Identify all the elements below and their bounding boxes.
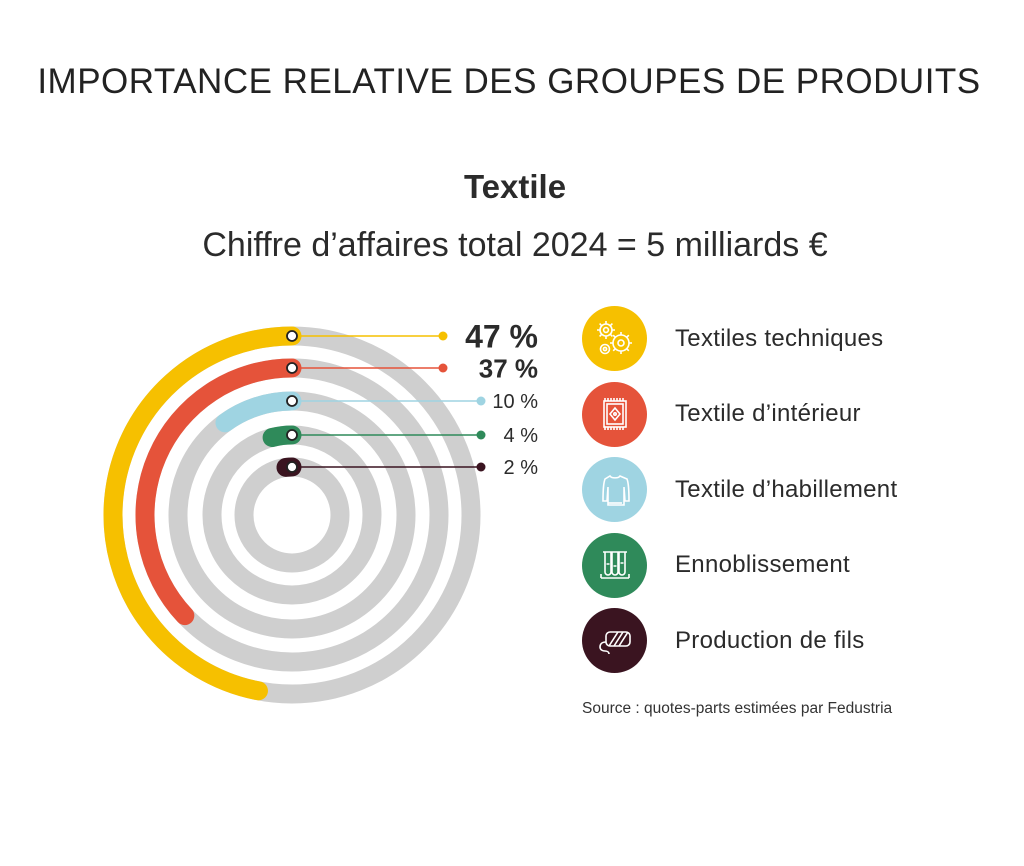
value-arc [135,358,302,626]
legend-label: Textiles techniques [675,324,884,352]
yarn-spool-icon [582,608,647,673]
value-label: 2 % [504,457,539,479]
leader-dot [476,430,486,440]
value-label: 10 % [492,391,538,413]
legend-item-textile-interieur: Textile d’intérieur [582,381,1002,447]
value-label: 37 % [479,353,538,383]
source-note: Source : quotes-parts estimées par Fedus… [582,700,893,717]
leader-dot [476,462,486,472]
arc-start-marker [286,461,298,473]
gears-icon [582,306,647,371]
legend-label: Textile d’intérieur [675,400,861,427]
arc-start-marker [286,395,298,407]
carpet-icon [582,381,647,447]
legend: Textiles techniques Textile d’intérieur … [582,306,1002,684]
legend-label: Ennoblissement [675,551,850,578]
legend-item-textile-habillement: Textile d’habillement [582,457,1002,522]
leader-dot [476,396,486,406]
legend-item-ennoblissement: Ennoblissement [582,532,1002,598]
legend-label: Textile d’habillement [675,475,898,503]
leader-dot [438,331,448,341]
arc-start-marker [286,362,298,374]
leader-dot [438,363,448,373]
value-label: 4 % [504,425,539,447]
arc-start-marker [286,429,298,441]
legend-item-production-fils: Production de fils [582,608,1002,673]
page-title: IMPORTANCE RELATIVE DES GROUPES DE PRODU… [37,62,981,101]
chart-title: Textile [463,168,567,205]
value-arc [103,326,302,701]
value-label: 47 % [465,319,538,355]
legend-item-textiles-techniques: Textiles techniques [582,306,1002,371]
ring-track [234,457,350,573]
arc-start-marker [286,330,298,342]
legend-label: Production de fils [675,626,865,654]
value-arc [215,391,302,433]
sweater-icon [582,457,647,522]
test-tubes-icon [582,532,647,598]
chart-subtitle: Chiffre d’affaires total 2024 = 5 millia… [202,226,828,264]
